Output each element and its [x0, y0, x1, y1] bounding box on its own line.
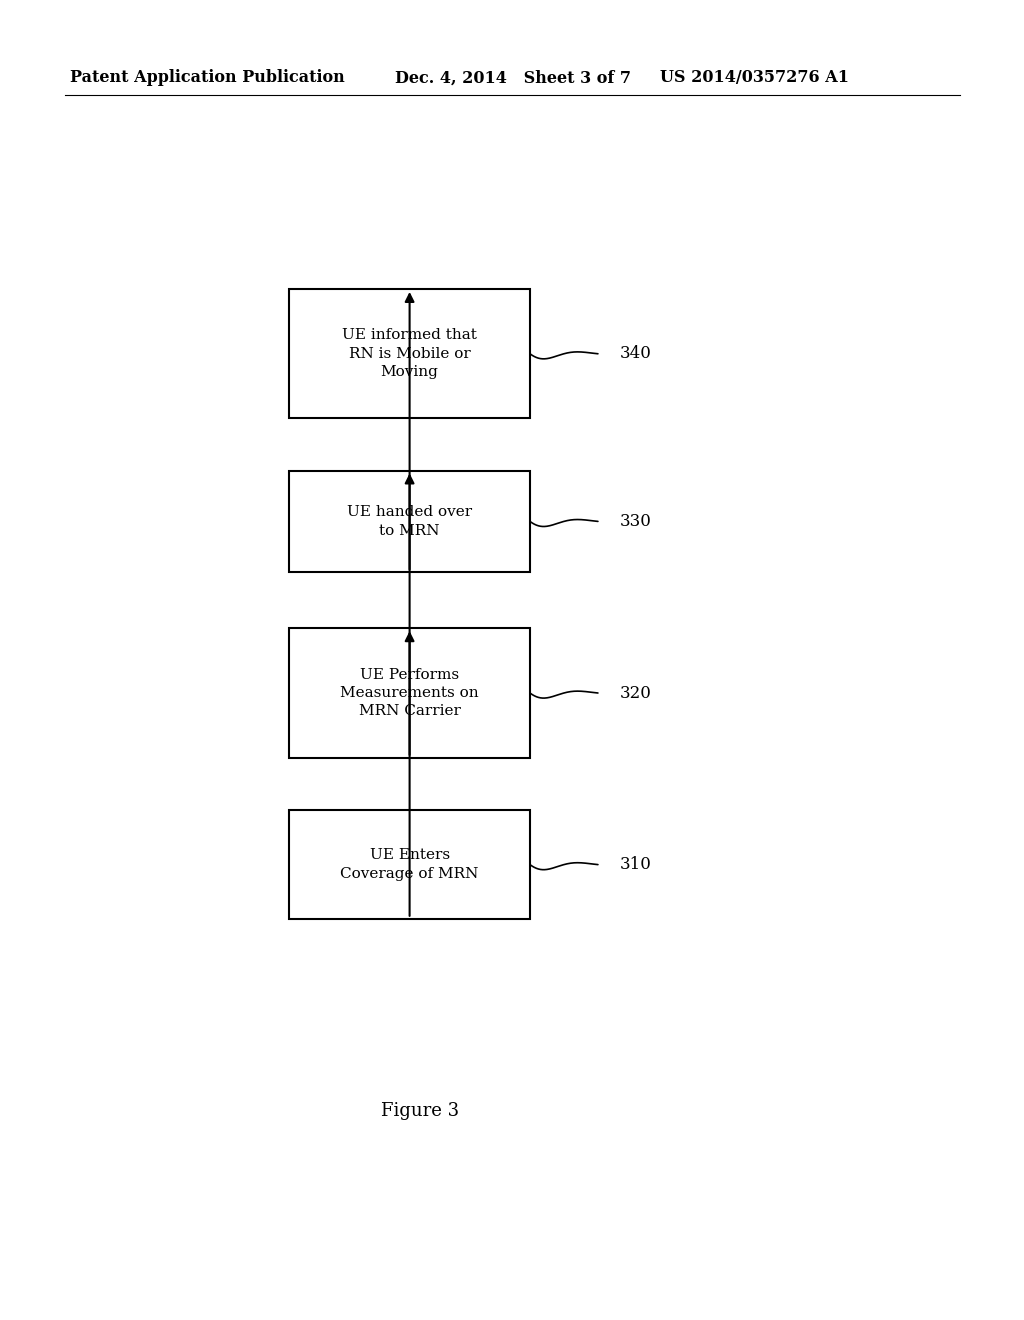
- Text: 320: 320: [620, 685, 652, 701]
- Text: US 2014/0357276 A1: US 2014/0357276 A1: [660, 70, 849, 87]
- Text: Figure 3: Figure 3: [381, 1102, 459, 1121]
- Text: 340: 340: [620, 346, 652, 362]
- Text: 330: 330: [620, 513, 652, 529]
- Text: UE Performs
Measurements on
MRN Carrier: UE Performs Measurements on MRN Carrier: [340, 668, 479, 718]
- Bar: [290, 628, 530, 758]
- Bar: [290, 810, 530, 919]
- Text: Patent Application Publication: Patent Application Publication: [70, 70, 345, 87]
- Bar: [290, 289, 530, 418]
- Text: 310: 310: [620, 857, 652, 873]
- Text: UE Enters
Coverage of MRN: UE Enters Coverage of MRN: [340, 849, 479, 880]
- Text: Dec. 4, 2014   Sheet 3 of 7: Dec. 4, 2014 Sheet 3 of 7: [395, 70, 631, 87]
- Bar: [290, 470, 530, 573]
- Text: UE handed over
to MRN: UE handed over to MRN: [347, 506, 472, 537]
- Text: UE informed that
RN is Mobile or
Moving: UE informed that RN is Mobile or Moving: [342, 329, 477, 379]
